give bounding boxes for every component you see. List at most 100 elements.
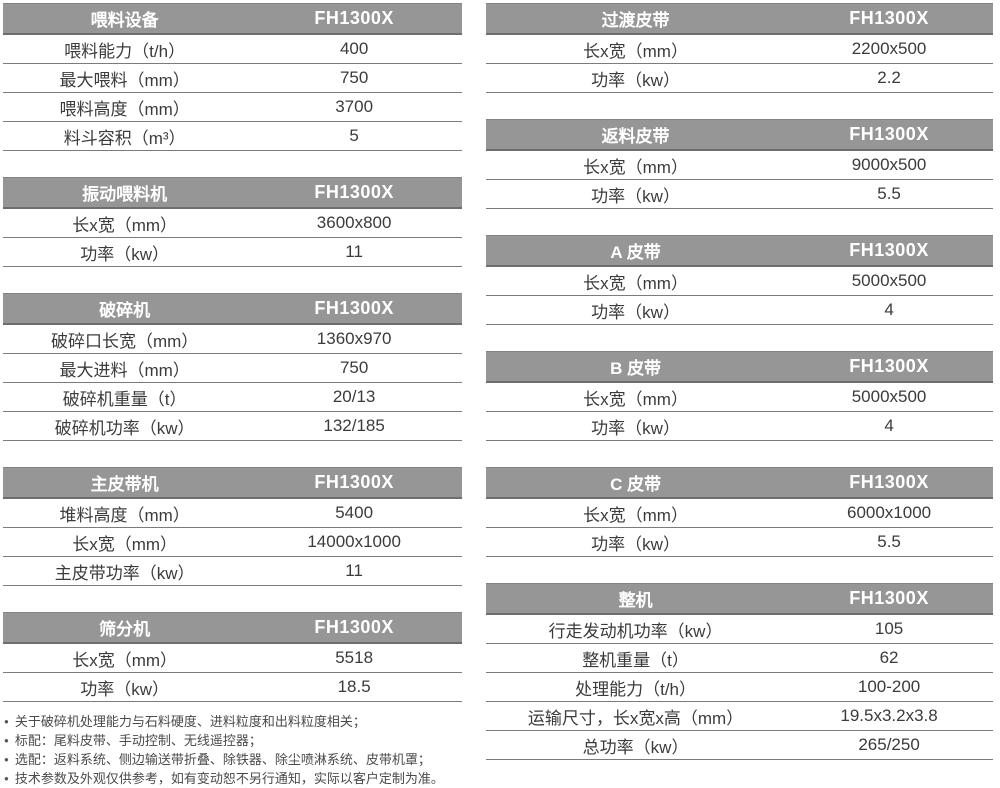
- row-value: 3700: [335, 97, 374, 116]
- table-header: C 皮带 FH1300X: [486, 467, 993, 499]
- bullet-icon: ●: [4, 717, 9, 726]
- left-column: 喂料设备 FH1300X 喂料能力（t/h） 400 最大喂料（mm） 750 …: [3, 3, 462, 788]
- table-title: 筛分机: [99, 620, 151, 639]
- bullet-icon: ●: [4, 736, 9, 745]
- row-value: 100-200: [857, 677, 921, 696]
- row-label: 长x宽（mm）: [583, 41, 688, 61]
- table-row: 破碎口长宽（mm） 1360x970: [3, 325, 462, 354]
- bullet-icon: ●: [4, 774, 9, 783]
- table-row: 功率（kw） 4: [486, 296, 993, 325]
- row-value: 62: [879, 648, 899, 667]
- table-row: 长x宽（mm） 5000x500: [486, 383, 993, 412]
- row-value: 105: [874, 619, 904, 638]
- row-label: 堆料高度（mm）: [59, 505, 190, 525]
- table-header: 破碎机 FH1300X: [3, 293, 462, 325]
- row-label: 行走发动机功率（kw）: [548, 621, 723, 641]
- row-label: 破碎机功率（kw）: [54, 418, 195, 438]
- row-label: 运输尺寸，长x宽x高（mm）: [527, 708, 744, 728]
- row-value: 3600x800: [316, 213, 392, 232]
- bullet-icon: ●: [4, 755, 9, 764]
- table-row: 运输尺寸，长x宽x高（mm） 19.5x3.2x3.8: [486, 702, 993, 731]
- table-row: 处理能力（t/h） 100-200: [486, 673, 993, 702]
- row-value: 4: [884, 416, 894, 435]
- row-value: 20/13: [332, 387, 376, 406]
- table-header: 主皮带机 FH1300X: [3, 467, 462, 499]
- row-label: 功率（kw）: [591, 186, 680, 206]
- spec-table: 主皮带机 FH1300X 堆料高度（mm） 5400 长x宽（mm） 14000…: [3, 467, 462, 586]
- spec-table: 过渡皮带 FH1300X 长x宽（mm） 2200x500 功率（kw） 2.2: [486, 3, 993, 93]
- spec-table: 喂料设备 FH1300X 喂料能力（t/h） 400 最大喂料（mm） 750 …: [3, 3, 462, 151]
- table-row: 长x宽（mm） 5518: [3, 644, 462, 673]
- table-header: B 皮带 FH1300X: [486, 351, 993, 383]
- table-body: 破碎口长宽（mm） 1360x970 最大进料（mm） 750 破碎机重量（t）…: [3, 325, 462, 441]
- table-body: 行走发动机功率（kw） 105 整机重量（t） 62 处理能力（t/h） 100…: [486, 615, 993, 760]
- note-item: ● 标配：尾料皮带、手动控制、无线遥控器；: [4, 731, 462, 750]
- table-header: A 皮带 FH1300X: [486, 235, 993, 267]
- table-row: 最大喂料（mm） 750: [3, 64, 462, 93]
- table-row: 最大进料（mm） 750: [3, 354, 462, 383]
- row-value: 6000x1000: [846, 503, 932, 522]
- table-row: 主皮带功率（kw） 11: [3, 557, 462, 586]
- table-row: 长x宽（mm） 5000x500: [486, 267, 993, 296]
- row-value: 265/250: [858, 735, 920, 754]
- note-text: 标配：尾料皮带、手动控制、无线遥控器；: [14, 733, 262, 748]
- table-title: 振动喂料机: [82, 185, 168, 204]
- table-header: 返料皮带 FH1300X: [486, 119, 993, 151]
- row-value: 400: [339, 39, 369, 58]
- row-label: 最大进料（mm）: [59, 360, 190, 380]
- note-item: ● 关于破碎机处理能力与石料硬度、进料粒度和出料粒度相关；: [4, 712, 462, 731]
- table-title: 过渡皮带: [601, 11, 670, 30]
- row-value: 5400: [335, 503, 374, 522]
- row-label: 破碎口长宽（mm）: [50, 331, 199, 351]
- row-value: 5.5: [877, 184, 901, 203]
- table-row: 长x宽（mm） 14000x1000: [3, 528, 462, 557]
- row-label: 长x宽（mm）: [72, 650, 178, 670]
- row-label: 功率（kw）: [591, 534, 680, 554]
- table-model-header: FH1300X: [849, 124, 929, 144]
- table-body: 长x宽（mm） 6000x1000 功率（kw） 5.5: [486, 499, 993, 557]
- row-label: 处理能力（t/h）: [575, 679, 697, 699]
- table-body: 长x宽（mm） 2200x500 功率（kw） 2.2: [486, 35, 993, 93]
- spec-table: 返料皮带 FH1300X 长x宽（mm） 9000x500 功率（kw） 5.5: [486, 119, 993, 209]
- table-row: 破碎机重量（t） 20/13: [3, 383, 462, 412]
- row-value: 2200x500: [851, 39, 927, 58]
- row-value: 5000x500: [851, 271, 927, 290]
- row-label: 功率（kw）: [80, 244, 170, 264]
- table-row: 功率（kw） 2.2: [486, 64, 993, 93]
- table-title: 喂料设备: [90, 11, 159, 30]
- row-label: 长x宽（mm）: [583, 157, 688, 177]
- row-label: 最大喂料（mm）: [59, 70, 190, 90]
- row-label: 功率（kw）: [591, 70, 680, 90]
- table-header: 过渡皮带 FH1300X: [486, 3, 993, 35]
- table-model-header: FH1300X: [849, 472, 929, 492]
- table-row: 整机重量（t） 62: [486, 644, 993, 673]
- table-row: 功率（kw） 5.5: [486, 528, 993, 557]
- table-row: 长x宽（mm） 3600x800: [3, 209, 462, 238]
- note-item: ● 选配：返料系统、侧边输送带折叠、除铁器、除尘喷淋系统、皮带机罩；: [4, 750, 462, 769]
- table-body: 长x宽（mm） 5000x500 功率（kw） 4: [486, 267, 993, 325]
- table-row: 长x宽（mm） 2200x500: [486, 35, 993, 64]
- row-value: 14000x1000: [307, 532, 401, 551]
- table-title: A 皮带: [610, 243, 661, 262]
- table-row: 料斗容积（m³） 5: [3, 122, 462, 151]
- row-label: 长x宽（mm）: [583, 273, 688, 293]
- table-body: 长x宽（mm） 3600x800 功率（kw） 11: [3, 209, 462, 267]
- row-value: 5518: [335, 648, 374, 667]
- table-row: 喂料高度（mm） 3700: [3, 93, 462, 122]
- table-model-header: FH1300X: [849, 240, 929, 260]
- table-row: 功率（kw） 11: [3, 238, 462, 267]
- table-model-header: FH1300X: [314, 298, 394, 318]
- footnotes: ● 关于破碎机处理能力与石料硬度、进料粒度和出料粒度相关； ● 标配：尾料皮带、…: [3, 706, 462, 788]
- table-row: 功率（kw） 4: [486, 412, 993, 441]
- table-body: 喂料能力（t/h） 400 最大喂料（mm） 750 喂料高度（mm） 3700…: [3, 35, 462, 151]
- table-row: 长x宽（mm） 9000x500: [486, 151, 993, 180]
- table-body: 堆料高度（mm） 5400 长x宽（mm） 14000x1000 主皮带功率（k…: [3, 499, 462, 586]
- table-row: 喂料能力（t/h） 400: [3, 35, 462, 64]
- table-title: 破碎机: [99, 301, 151, 320]
- table-header: 整机 FH1300X: [486, 583, 993, 615]
- table-model-header: FH1300X: [314, 617, 394, 637]
- row-value: 4: [884, 300, 894, 319]
- table-model-header: FH1300X: [314, 8, 394, 28]
- row-label: 主皮带功率（kw）: [54, 563, 195, 583]
